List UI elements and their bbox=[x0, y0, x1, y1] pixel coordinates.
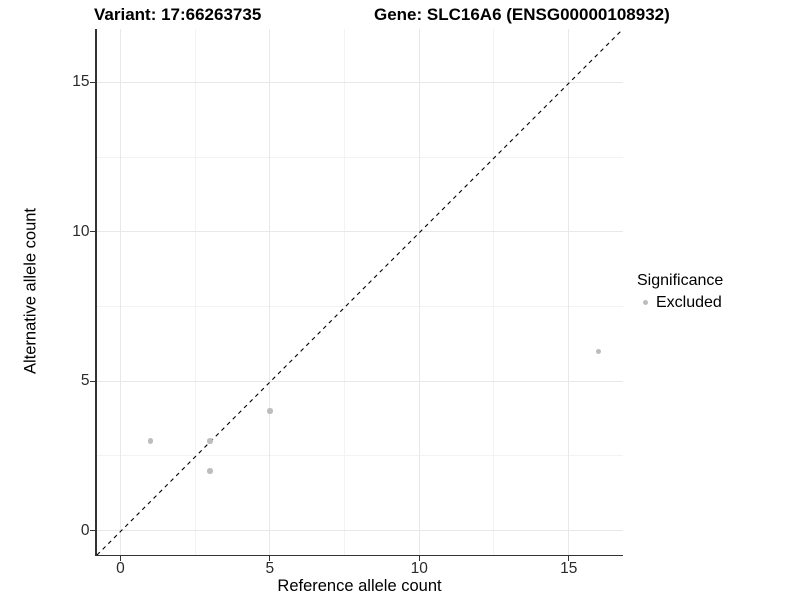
y-tick-label: 15 bbox=[72, 73, 90, 91]
data-point bbox=[267, 408, 273, 414]
data-point bbox=[207, 468, 213, 474]
plot-panel: 0 5 10 15 0 5 10 15 bbox=[72, 28, 623, 577]
y-axis-line bbox=[95, 28, 97, 556]
gridline-major bbox=[96, 530, 623, 532]
y-tick-mark bbox=[90, 231, 95, 233]
x-tick-mark bbox=[119, 556, 121, 561]
gridline-major bbox=[96, 231, 623, 233]
y-tick-label: 5 bbox=[80, 372, 90, 390]
y-axis-title: Alternative allele count bbox=[21, 207, 40, 375]
gridline-major bbox=[96, 81, 623, 83]
data-point bbox=[147, 438, 154, 444]
gridline-major bbox=[269, 28, 271, 555]
y-tick-label: 0 bbox=[80, 521, 90, 539]
x-tick-label: 15 bbox=[560, 559, 578, 577]
x-axis-title: Reference allele count bbox=[277, 577, 442, 595]
legend: Significance Excluded bbox=[637, 272, 723, 312]
legend-item-label: Excluded bbox=[656, 293, 722, 311]
legend-item: Excluded bbox=[637, 293, 723, 312]
gridline-minor bbox=[96, 156, 623, 158]
x-tick-label: 0 bbox=[116, 559, 125, 577]
x-tick-label: 10 bbox=[410, 559, 428, 577]
x-tick-label: 5 bbox=[265, 559, 275, 577]
gridline-minor bbox=[194, 28, 196, 555]
gridline-major bbox=[418, 28, 420, 555]
gridline-major bbox=[568, 28, 570, 555]
y-tick-mark bbox=[90, 529, 95, 532]
gridline-minor bbox=[344, 28, 346, 555]
legend-point-icon bbox=[642, 299, 649, 306]
x-tick-mark bbox=[269, 556, 271, 561]
gridline-minor bbox=[493, 28, 495, 555]
y-tick-mark bbox=[90, 81, 95, 83]
plot-title-gene: Gene: SLC16A6 (ENSG00000108932) bbox=[374, 5, 670, 24]
plot-title-variant: Variant: 17:66263735 bbox=[94, 5, 262, 24]
gridline-major bbox=[119, 28, 121, 555]
legend-key bbox=[637, 294, 654, 311]
legend-items: Excluded bbox=[637, 293, 723, 312]
data-point bbox=[207, 438, 213, 444]
x-tick-mark bbox=[568, 556, 570, 561]
gridline-minor bbox=[96, 305, 623, 307]
data-point bbox=[595, 348, 602, 355]
gridline-minor bbox=[96, 455, 623, 457]
x-axis-line bbox=[95, 554, 623, 556]
x-tick-mark bbox=[418, 556, 420, 561]
gridline-major bbox=[96, 380, 623, 382]
y-tick-mark bbox=[90, 380, 95, 382]
y-tick-label: 10 bbox=[72, 222, 90, 240]
legend-title: Significance bbox=[637, 272, 724, 289]
identity-reference-line bbox=[96, 28, 623, 555]
